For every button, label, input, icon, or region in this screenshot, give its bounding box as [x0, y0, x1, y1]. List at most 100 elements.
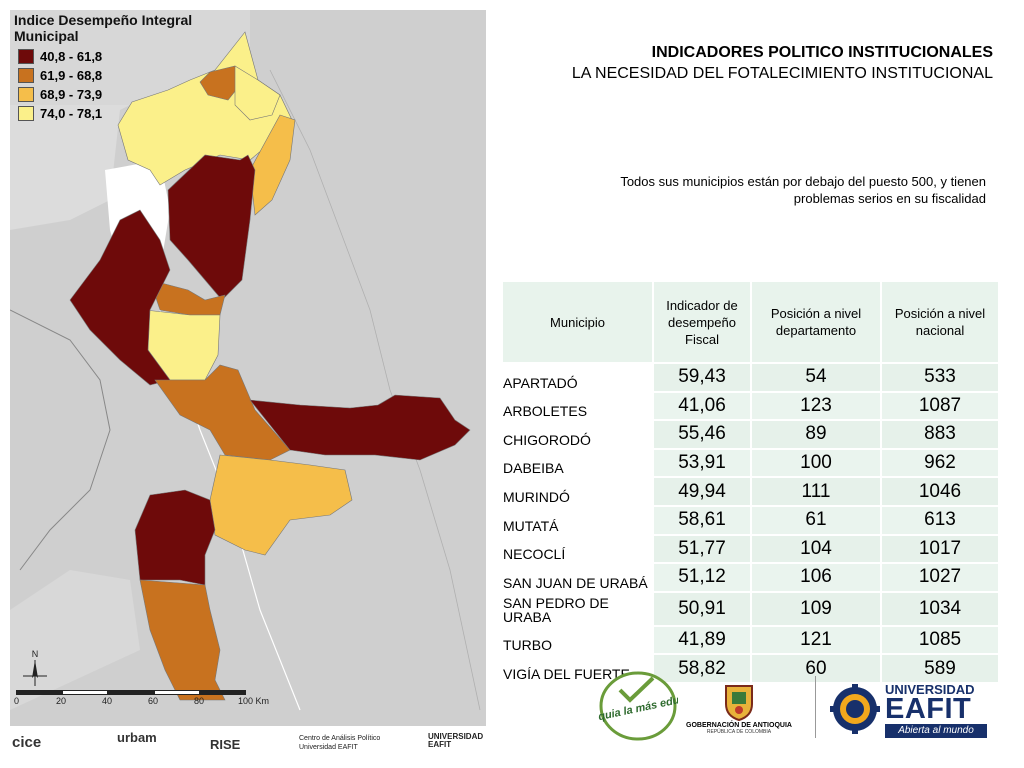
cell-depto: 123 — [751, 391, 882, 422]
scale-bar: 0 20 40 60 80 100 Km — [14, 684, 316, 714]
map-legend: Indice Desempeño Integral Municipal 40,8… — [14, 12, 254, 123]
cell-municipio: TURBO — [503, 625, 654, 656]
legend-title: Indice Desempeño Integral Municipal — [14, 12, 193, 44]
region-apartado — [149, 279, 226, 316]
table-row: ARBOLETES 41,06 123 1087 — [503, 391, 1000, 422]
cell-depto: 121 — [751, 625, 882, 656]
cell-indicador: 53,91 — [653, 448, 752, 479]
north-arrow-icon: N — [23, 649, 47, 686]
legend-swatch — [18, 87, 34, 102]
cell-municipio: SAN PEDRO DE URABA — [503, 591, 654, 627]
cell-municipio: VIGÍA DEL FUERTE — [503, 654, 654, 684]
cell-municipio: APARTADÓ — [503, 363, 654, 393]
scale-label: 0 — [14, 696, 20, 706]
scale-segment — [108, 690, 154, 695]
cell-depto: 54 — [751, 363, 882, 393]
eafit-university-label: UNIVERSIDAD — [885, 682, 975, 697]
eafit-name: EAFIT — [885, 693, 972, 725]
table-row: VIGÍA DEL FUERTE 58,82 60 589 — [503, 654, 1000, 684]
cell-depto: 61 — [751, 505, 882, 536]
legend-row: 40,8 - 61,8 — [14, 47, 254, 66]
small-eafit-logo: UNIVERSIDAD EAFIT — [428, 733, 483, 749]
cell-municipio: NECOCLÍ — [503, 534, 654, 565]
cice-logo: cice — [12, 734, 42, 751]
cell-nacional: 613 — [881, 505, 1000, 536]
header-depto: Posición a nivel departamento — [751, 282, 882, 364]
centro-analisis-logo: Centro de Análisis Político Universidad … — [299, 734, 380, 752]
legend-row: 68,9 - 73,9 — [14, 85, 254, 104]
urabá-map: Indice Desempeño Integral Municipal 40,8… — [10, 10, 486, 726]
coat-of-arms-icon — [725, 685, 753, 722]
table-row: MUTATÁ 58,61 61 613 — [503, 505, 1000, 536]
note-text: Todos sus municipios están por debajo de… — [620, 174, 986, 206]
gobernacion-sub: REPÚBLICA DE COLOMBIA — [706, 729, 772, 735]
cell-nacional: 533 — [881, 363, 1000, 393]
centro-analisis-line1: Centro de Análisis Político — [299, 735, 381, 742]
region-turbo-west — [69, 209, 171, 386]
cell-nacional: 962 — [881, 448, 1000, 479]
cell-depto: 100 — [751, 448, 882, 479]
scale-label: 60 — [148, 696, 159, 706]
header-nacional: Posición a nivel nacional — [881, 282, 1000, 364]
cell-depto: 60 — [751, 654, 882, 684]
legend-row: 74,0 - 78,1 — [14, 104, 254, 123]
scale-segment — [200, 690, 246, 695]
page-title: INDICADORES POLITICO INSTITUCIONALES — [651, 44, 993, 61]
header-municipio: Municipio — [503, 282, 654, 364]
cell-nacional: 1034 — [881, 591, 1000, 627]
eafit-tagline: Abierta al mundo — [885, 724, 987, 738]
table-header-row: Municipio Indicador de desempeño Fiscal … — [503, 282, 1000, 364]
table-row: DABEIBA 53,91 100 962 — [503, 448, 1000, 479]
cell-municipio: ARBOLETES — [503, 391, 654, 422]
legend-label: 68,9 - 73,9 — [40, 87, 103, 102]
eafit-logo: UNIVERSIDAD EAFIT Abierta al mundo — [830, 680, 990, 738]
cell-nacional: 1087 — [881, 391, 1000, 422]
cell-nacional: 1017 — [881, 534, 1000, 565]
scale-segment — [154, 690, 200, 695]
cell-depto: 89 — [751, 420, 882, 450]
cell-municipio: CHIGORODÓ — [503, 420, 654, 450]
map-drawing — [10, 10, 486, 726]
cell-indicador: 49,94 — [653, 477, 752, 507]
table-row: CHIGORODÓ 55,46 89 883 — [503, 420, 1000, 450]
cell-nacional: 1085 — [881, 625, 1000, 656]
cell-municipio: MURINDÓ — [503, 477, 654, 507]
small-eafit-line2: EAFIT — [428, 740, 452, 749]
region-turbo — [167, 154, 256, 301]
gobernacion-name: GOBERNACIÓN DE ANTIOQUIA — [686, 722, 792, 729]
cell-nacional: 589 — [881, 654, 1000, 684]
cell-indicador: 58,82 — [653, 654, 752, 684]
region-dark-east — [249, 394, 471, 461]
centro-analisis-line2: Universidad EAFIT — [299, 744, 358, 751]
scale-label: 40 — [102, 696, 113, 706]
small-eafit-line1: UNIVERSIDAD — [428, 732, 484, 741]
header-indicador: Indicador de desempeño Fiscal — [653, 282, 752, 364]
urbam-logo: urbam — [117, 730, 157, 745]
legend-label: 61,9 - 68,8 — [40, 68, 103, 83]
cell-municipio: DABEIBA — [503, 448, 654, 479]
region-necocli — [117, 31, 293, 186]
cell-depto: 109 — [751, 591, 882, 627]
scale-segment — [16, 690, 62, 695]
fiscal-table: Municipio Indicador de desempeño Fiscal … — [503, 282, 1000, 684]
gobernacion-logo: GOBERNACIÓN DE ANTIOQUIA REPÚBLICA DE CO… — [684, 680, 794, 740]
legend-row: 61,9 - 68,8 — [14, 66, 254, 85]
cell-nacional: 1046 — [881, 477, 1000, 507]
cell-indicador: 55,46 — [653, 420, 752, 450]
table-row: MURINDÓ 49,94 111 1046 — [503, 477, 1000, 507]
cell-indicador: 51,77 — [653, 534, 752, 565]
cell-depto: 111 — [751, 477, 882, 507]
cell-depto: 104 — [751, 534, 882, 565]
legend-label: 40,8 - 61,8 — [40, 49, 103, 64]
cell-indicador: 59,43 — [653, 363, 752, 393]
cell-municipio: MUTATÁ — [503, 505, 654, 536]
table-row: SAN JUAN DE URABÁ 51,12 106 1027 — [503, 563, 1000, 593]
table-row: APARTADÓ 59,43 54 533 — [503, 363, 1000, 393]
cell-nacional: 1027 — [881, 563, 1000, 593]
cell-municipio: SAN JUAN DE URABÁ — [503, 563, 654, 593]
eafit-gear-icon — [830, 684, 880, 734]
cell-indicador: 50,91 — [653, 591, 752, 627]
cell-nacional: 883 — [881, 420, 1000, 450]
legend-label: 74,0 - 78,1 — [40, 106, 103, 121]
region-murindo — [134, 489, 216, 586]
